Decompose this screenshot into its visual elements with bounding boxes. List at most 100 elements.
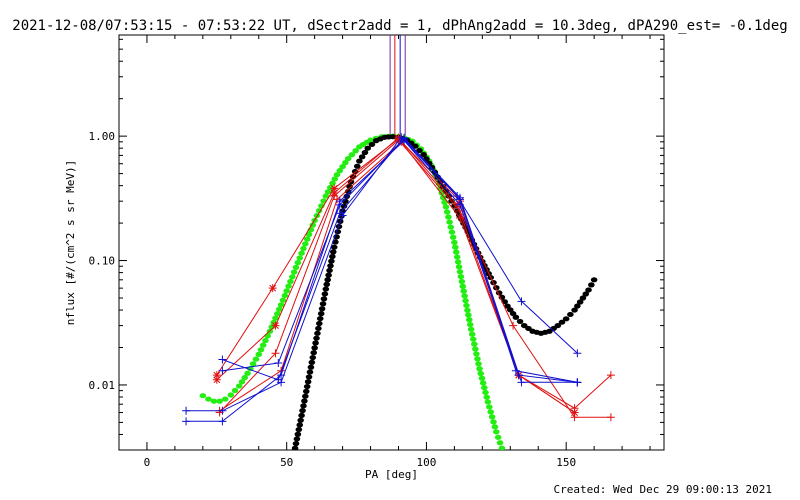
- fit-curve-dot: [310, 350, 318, 356]
- fit-curve-dot: [478, 375, 486, 381]
- data-point-marker: [570, 413, 579, 422]
- fit-curve-dot: [330, 244, 338, 250]
- fit-curve-dot: [326, 267, 333, 274]
- fit-curve-dot: [249, 361, 257, 367]
- data-point-marker: [218, 406, 227, 415]
- fit-curve-dot: [344, 155, 352, 162]
- fit-curve-dot: [299, 408, 306, 414]
- fit-curve-dot: [296, 422, 304, 428]
- plot-area: [182, 35, 615, 450]
- fit-curve-dot: [315, 320, 323, 327]
- fit-curve-dot: [275, 306, 283, 312]
- fit-curve-dot: [571, 307, 578, 313]
- fit-curve-dot: [464, 307, 471, 313]
- fit-curve-dot: [473, 351, 480, 357]
- fit-curve-dot: [205, 396, 212, 402]
- fit-curve-dot: [262, 337, 269, 344]
- fit-curve-dot: [304, 379, 312, 385]
- fit-curve-dot: [356, 158, 363, 164]
- fit-curve-dot: [590, 277, 598, 283]
- plot-frame: [118, 34, 665, 451]
- fit-curve-dot: [277, 302, 285, 308]
- series-line: [222, 138, 578, 383]
- fit-curve-dot: [442, 204, 450, 210]
- fit-curve-dot: [238, 379, 246, 385]
- fit-curve-dot: [486, 404, 493, 410]
- chart-title: 2021-12-08/07:53:15 - 07:53:22 UT, dSect…: [12, 18, 788, 34]
- fit-curve-dot: [321, 291, 329, 297]
- fit-curve-dot: [481, 385, 488, 391]
- fit-curve-dot: [483, 394, 491, 400]
- fit-curve-dot: [325, 272, 332, 278]
- fit-curve-dot: [465, 317, 473, 323]
- fit-curve-dot: [474, 356, 481, 362]
- fit-curve-dot: [342, 160, 349, 166]
- x-tick-label: 0: [144, 456, 151, 469]
- fit-curve-dot: [516, 318, 524, 325]
- fit-curve-dot: [317, 311, 325, 317]
- fit-curve-dot: [293, 436, 301, 442]
- fit-curve-dot: [494, 434, 502, 440]
- fit-curve-dot: [493, 429, 500, 435]
- data-point-marker: [212, 375, 221, 384]
- fit-curve-dot: [498, 445, 506, 450]
- data-series-1: [212, 133, 579, 417]
- data-point-marker: [455, 200, 464, 209]
- fit-curve-dot: [300, 245, 307, 252]
- fit-curve-dot: [281, 292, 289, 299]
- data-point-marker: [570, 408, 579, 417]
- data-point-marker: [514, 371, 523, 380]
- fit-curve-dot: [302, 393, 309, 399]
- fit-curve-dot: [482, 389, 489, 396]
- fit-curve-dot: [351, 168, 359, 175]
- fit-curve-dot: [308, 359, 316, 365]
- fit-curve-dot: [210, 398, 218, 404]
- fit-curve-dot: [324, 189, 332, 195]
- fit-curve-dot: [283, 288, 290, 294]
- fit-curve-dot: [461, 293, 468, 299]
- fit-curve-dot: [272, 315, 279, 321]
- data-point-marker: [277, 371, 286, 380]
- fit-curve-dot: [294, 260, 302, 266]
- data-point-marker: [455, 213, 464, 222]
- fit-curve-dot: [331, 176, 339, 182]
- fit-curve-dot: [346, 184, 353, 190]
- fit-curve-dot: [449, 234, 457, 240]
- fit-curve-dot: [301, 398, 308, 404]
- fit-curve-dot: [467, 326, 475, 332]
- fit-curve-dot: [305, 231, 313, 238]
- fit-curve-dot: [339, 164, 346, 170]
- data-point-marker: [212, 371, 221, 380]
- fit-curve-dot: [257, 347, 265, 353]
- fit-curve-dot: [274, 311, 281, 317]
- fit-curve-dot: [582, 291, 590, 297]
- fit-curve-dot: [496, 440, 504, 446]
- fit-curve-dot: [441, 199, 448, 205]
- fit-curve-dot: [328, 258, 335, 264]
- fit-curve-dot: [244, 370, 251, 376]
- fit-curve-dot: [465, 312, 472, 318]
- fit-curve-dot: [585, 287, 592, 293]
- fit-curve-dot: [336, 168, 344, 174]
- fit-curve-dot: [579, 295, 587, 301]
- fit-curve-dot: [476, 366, 483, 372]
- fit-curve-dot: [567, 311, 574, 318]
- x-tick-label: 150: [556, 456, 576, 469]
- fit-curve-dot: [312, 340, 319, 346]
- fit-curve-dot: [469, 336, 477, 342]
- data-point-marker: [573, 378, 582, 387]
- fit-curve-dot: [311, 345, 318, 351]
- fit-curve-dot: [316, 315, 324, 322]
- fit-curve-dot: [458, 278, 466, 285]
- fit-curve-dot: [297, 417, 304, 423]
- fit-curve-dot: [313, 335, 320, 341]
- fit-curve-dot: [368, 141, 376, 148]
- fit-curve-dot: [298, 250, 305, 256]
- fit-curve-dot: [292, 440, 300, 447]
- fit-curve-dot: [451, 239, 458, 245]
- fit-curve-dot: [296, 255, 304, 261]
- x-axis-label: PA [deg]: [365, 468, 418, 481]
- fit-curve-dot: [361, 149, 369, 156]
- fit-curve-dot: [364, 145, 372, 151]
